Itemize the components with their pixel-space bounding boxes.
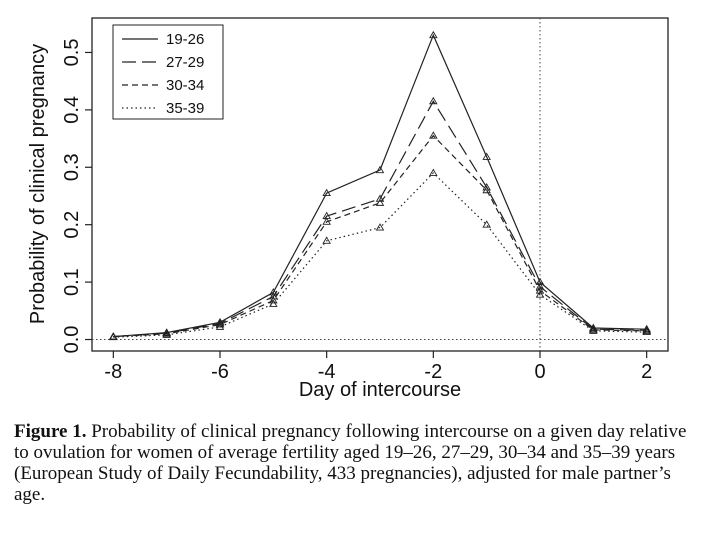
reference-lines: [92, 18, 668, 351]
data-point: [429, 30, 438, 39]
legend: 19-26 27-29 30-34 35-39: [112, 24, 224, 120]
series-line: [113, 134, 647, 338]
x-tick-label: -6: [211, 361, 229, 383]
data-point: [322, 188, 331, 197]
data-point: [589, 326, 598, 334]
legend-label: 30-34: [166, 77, 204, 94]
y-tick-label: 0.4: [61, 96, 83, 124]
plot-frame: [91, 17, 669, 352]
data-point: [482, 182, 491, 191]
y-tick-label: 0.0: [61, 326, 83, 354]
data-point: [215, 322, 225, 330]
x-tick-label: -2: [424, 361, 442, 383]
data-point: [375, 165, 385, 174]
legend-label: 19-26: [166, 31, 204, 48]
caption-text: Probability of clinical pregnancy follow…: [14, 421, 687, 505]
series-line: [113, 100, 647, 338]
x-axis-label: Day of intercourse: [299, 379, 461, 401]
data-point: [429, 96, 438, 105]
data-point: [322, 217, 331, 225]
data-point: [535, 277, 545, 286]
data-point: [269, 299, 278, 307]
series-27-29: [109, 96, 651, 340]
data-point: [322, 236, 331, 244]
y-axis: 0.0 0.1 0.2 0.3 0.4 0.5: [61, 39, 92, 354]
series-line: [113, 33, 647, 338]
data-point: [375, 198, 385, 206]
y-tick-label: 0.1: [61, 268, 83, 296]
data-point: [482, 152, 491, 160]
x-axis: -8 -6 -4 -2 0 2: [104, 351, 652, 383]
x-tick-label: -8: [104, 361, 122, 383]
legend-label: 35-39: [166, 100, 204, 117]
data-point: [109, 332, 118, 341]
x-tick-label: 2: [641, 361, 652, 383]
data-point: [642, 327, 651, 336]
data-point: [269, 296, 278, 304]
legend-label: 27-29: [166, 54, 204, 71]
data-point: [215, 317, 225, 326]
legend-box: [112, 24, 224, 120]
data-point: [482, 185, 491, 194]
data-point: [269, 288, 278, 296]
data-point: [429, 131, 438, 139]
x-tick-label: -4: [318, 361, 336, 383]
series-line: [113, 172, 647, 338]
data-point: [482, 220, 491, 228]
data-point: [642, 324, 651, 333]
y-axis-label: Probability of clinical pregnancy: [27, 44, 49, 324]
data-point: [642, 326, 651, 334]
data-point: [535, 286, 545, 294]
y-tick-label: 0.3: [61, 153, 83, 181]
series-30-34: [109, 131, 651, 340]
data-point: [535, 290, 545, 298]
data-point: [162, 329, 171, 337]
data-point: [535, 282, 545, 290]
x-tick-label: 0: [534, 361, 545, 383]
data-point: [215, 319, 225, 327]
data-point: [162, 330, 171, 338]
series-layer: [109, 30, 651, 341]
data-point: [269, 292, 278, 300]
chart-svg: -8 -6 -4 -2 0 2 0.0 0.1 0.2 0.3 0.4 0.5 Day of int…: [27, 17, 669, 401]
caption-label: Figure 1.: [14, 421, 87, 442]
y-tick-label: 0.5: [61, 39, 83, 67]
figure-caption: Figure 1. Probability of clinical pregna…: [14, 421, 704, 505]
series-35-39: [109, 168, 651, 341]
data-point: [429, 168, 438, 176]
y-tick-label: 0.2: [61, 211, 83, 239]
series-19-26: [109, 30, 651, 340]
data-point: [375, 194, 385, 202]
data-point: [375, 223, 385, 231]
data-point: [215, 320, 225, 328]
